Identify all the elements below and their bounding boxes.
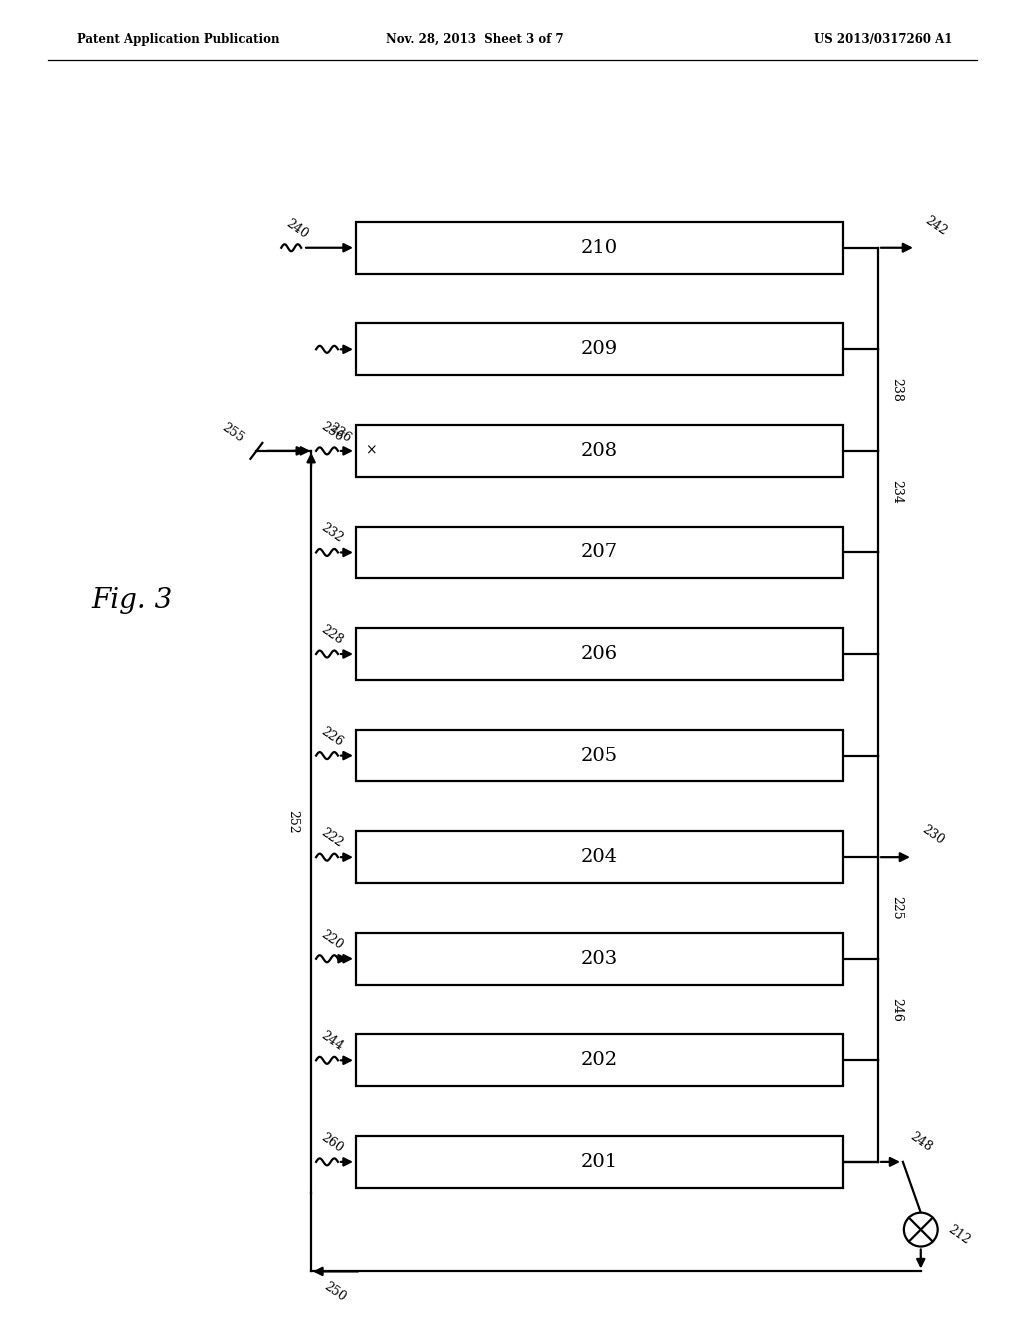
FancyBboxPatch shape	[356, 832, 843, 883]
Text: Fig. 3: Fig. 3	[91, 587, 173, 614]
Text: 203: 203	[581, 949, 618, 968]
Text: 236: 236	[318, 420, 345, 444]
Text: 204: 204	[581, 849, 618, 866]
Text: 212: 212	[945, 1222, 973, 1246]
Text: 244: 244	[318, 1030, 345, 1053]
Text: 209: 209	[581, 341, 618, 358]
Text: 202: 202	[581, 1051, 618, 1069]
Text: 232: 232	[318, 521, 345, 545]
Text: Nov. 28, 2013  Sheet 3 of 7: Nov. 28, 2013 Sheet 3 of 7	[386, 33, 564, 46]
Text: 205: 205	[581, 747, 618, 764]
Text: 228: 228	[318, 623, 345, 647]
Text: 250: 250	[322, 1279, 348, 1304]
Text: 220: 220	[318, 928, 345, 952]
Text: 208: 208	[581, 442, 618, 459]
Text: 225: 225	[890, 896, 903, 920]
Text: 252: 252	[286, 810, 299, 834]
Text: 210: 210	[581, 239, 618, 257]
FancyBboxPatch shape	[356, 425, 843, 477]
Text: 260: 260	[318, 1130, 345, 1155]
Text: 238: 238	[890, 379, 903, 403]
FancyBboxPatch shape	[356, 527, 843, 578]
Text: 234: 234	[890, 479, 903, 504]
Text: 230: 230	[920, 822, 947, 847]
Text: 246: 246	[890, 998, 903, 1022]
FancyBboxPatch shape	[356, 933, 843, 985]
Text: Patent Application Publication: Patent Application Publication	[78, 33, 280, 46]
Text: 206: 206	[581, 645, 618, 663]
FancyBboxPatch shape	[356, 323, 843, 375]
FancyBboxPatch shape	[356, 1137, 843, 1188]
Text: 240: 240	[284, 216, 310, 240]
Text: 255: 255	[219, 421, 247, 445]
Text: 222: 222	[318, 826, 345, 850]
Text: 207: 207	[581, 544, 618, 561]
Text: 242: 242	[923, 214, 949, 238]
Circle shape	[904, 1213, 938, 1246]
Text: 248: 248	[908, 1130, 935, 1154]
Text: 236: 236	[326, 421, 353, 445]
FancyBboxPatch shape	[356, 222, 843, 273]
FancyBboxPatch shape	[356, 1035, 843, 1086]
FancyBboxPatch shape	[356, 730, 843, 781]
Text: US 2013/0317260 A1: US 2013/0317260 A1	[814, 33, 952, 46]
Text: ×: ×	[365, 444, 377, 458]
Text: 201: 201	[581, 1152, 618, 1171]
Text: 226: 226	[318, 725, 345, 748]
FancyBboxPatch shape	[356, 628, 843, 680]
